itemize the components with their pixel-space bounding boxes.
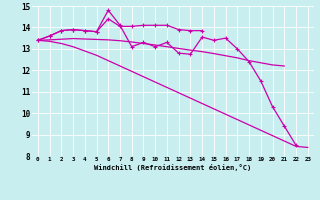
X-axis label: Windchill (Refroidissement éolien,°C): Windchill (Refroidissement éolien,°C) — [94, 164, 252, 171]
